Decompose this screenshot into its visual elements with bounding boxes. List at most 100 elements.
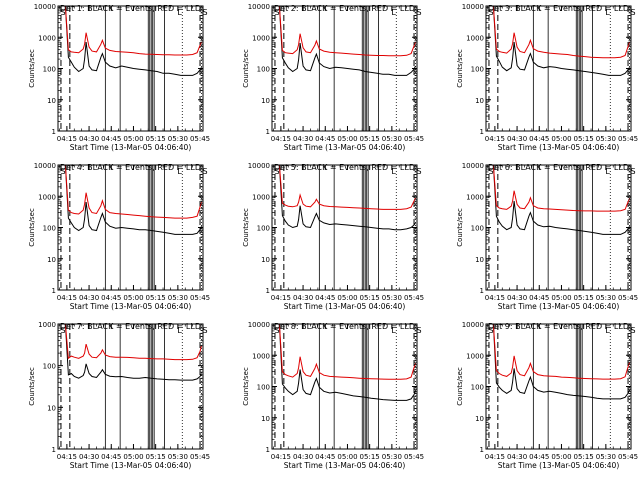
x-tick-label: 04:30 (507, 135, 527, 143)
x-tick-label: 05:00 (123, 135, 143, 143)
y-tick-label: 10 (47, 404, 56, 412)
x-tick-label: 04:45 (529, 453, 549, 461)
x-tick-label: 05:45 (618, 294, 638, 302)
x-tick-label: 05:30 (596, 294, 616, 302)
x-tick-label: 04:15 (485, 453, 505, 461)
x-tick-label: 04:45 (101, 453, 121, 461)
plot-frame (485, 323, 632, 450)
flag-label: S (60, 8, 65, 17)
x-tick-label: 05:00 (551, 294, 571, 302)
x-tick-label: 04:15 (271, 453, 291, 461)
flag-label: S (488, 8, 493, 17)
y-tick-label: 10000 (248, 162, 270, 170)
y-tick-label: 100 (43, 66, 56, 74)
y-tick-label: 1000 (466, 352, 484, 360)
series-line-events (273, 6, 416, 76)
x-tick-label: 05:30 (596, 453, 616, 461)
series-line-events (487, 165, 630, 235)
flag-label: L (391, 8, 396, 17)
x-tick-label: 05:30 (168, 135, 188, 143)
plot-frame (57, 323, 204, 450)
flag-label: L (177, 167, 182, 176)
flag-label: S (274, 8, 279, 17)
y-tick-label: 1 (266, 287, 270, 295)
x-tick-label: 04:45 (529, 135, 549, 143)
x-axis-label: Start Time (13-Mar-05 04:06:40) (284, 461, 406, 470)
y-tick-label: 1000 (466, 34, 484, 42)
x-tick-label: 05:15 (360, 294, 380, 302)
series-line-lld (487, 324, 630, 380)
x-tick-label: 05:15 (146, 135, 166, 143)
x-tick-label: 05:15 (146, 294, 166, 302)
y-tick-label: 1000 (252, 352, 270, 360)
y-tick-label: 10 (261, 415, 270, 423)
y-axis-label: Counts/sec (242, 208, 250, 247)
x-axis-label: Start Time (13-Mar-05 04:06:40) (284, 302, 406, 311)
x-tick-label: 05:15 (360, 453, 380, 461)
x-tick-label: 05:00 (337, 453, 357, 461)
x-tick-label: 05:45 (190, 294, 210, 302)
x-tick-label: 04:45 (101, 294, 121, 302)
x-tick-label: 05:00 (123, 453, 143, 461)
x-tick-label: 05:30 (382, 294, 402, 302)
y-tick-label: 100 (471, 66, 484, 74)
panel-title: Det 1: BLACK = Events, RED = LLD (60, 4, 201, 13)
flag-label: L (605, 8, 610, 17)
x-tick-label: 04:30 (293, 453, 313, 461)
y-tick-label: 1000 (466, 193, 484, 201)
series-line-lld (273, 165, 416, 210)
flag-label: S (203, 167, 208, 176)
y-tick-label: 1000 (38, 321, 56, 329)
x-tick-label: 05:30 (382, 453, 402, 461)
x-tick-label: 04:15 (485, 135, 505, 143)
series-line-lld (273, 6, 416, 57)
x-tick-label: 04:30 (293, 135, 313, 143)
y-tick-label: 10 (47, 256, 56, 264)
y-tick-label: 10 (261, 97, 270, 105)
flag-label: S (203, 8, 208, 17)
series-line-events (487, 324, 630, 400)
flag-label: S (274, 326, 279, 335)
flag-label: S (417, 8, 422, 17)
y-tick-label: 100 (43, 363, 56, 371)
flag-label: S (631, 326, 636, 335)
x-tick-label: 04:30 (507, 294, 527, 302)
panel-title: Det 6: BLACK = Events, RED = LLD (488, 163, 629, 172)
series-line-events (273, 324, 416, 401)
x-tick-label: 05:30 (382, 135, 402, 143)
y-axis-label: Counts/sec (456, 367, 464, 406)
y-axis-label: Counts/sec (28, 367, 36, 406)
y-tick-label: 1000 (38, 193, 56, 201)
x-tick-label: 05:45 (404, 135, 424, 143)
x-tick-label: 05:45 (618, 453, 638, 461)
plot-frame (485, 5, 632, 132)
series-line-events (59, 165, 202, 235)
flag-label: S (488, 167, 493, 176)
x-tick-label: 05:30 (596, 135, 616, 143)
panel-title: Det 2: BLACK = Events, RED = LLD (274, 4, 415, 13)
y-tick-label: 100 (257, 384, 270, 392)
series-line-events (273, 165, 416, 231)
series-line-events (59, 6, 202, 76)
x-axis-label: Start Time (13-Mar-05 04:06:40) (70, 302, 192, 311)
flag-label: L (177, 326, 182, 335)
y-tick-label: 1 (52, 287, 56, 295)
y-tick-label: 1000 (38, 34, 56, 42)
series-line-events (487, 6, 630, 76)
panel-title: Det 7: BLACK = Events, RED = LLD (60, 322, 201, 331)
x-tick-label: 04:15 (271, 135, 291, 143)
x-tick-label: 04:45 (315, 294, 335, 302)
x-tick-label: 05:00 (123, 294, 143, 302)
x-tick-label: 05:45 (190, 135, 210, 143)
series-line-lld (59, 165, 202, 219)
x-axis-label: Start Time (13-Mar-05 04:06:40) (498, 461, 620, 470)
flag-label: L (605, 167, 610, 176)
series-line-events (59, 324, 202, 381)
panel-title: Det 4: BLACK = Events, RED = LLD (60, 163, 201, 172)
x-tick-label: 05:45 (190, 453, 210, 461)
